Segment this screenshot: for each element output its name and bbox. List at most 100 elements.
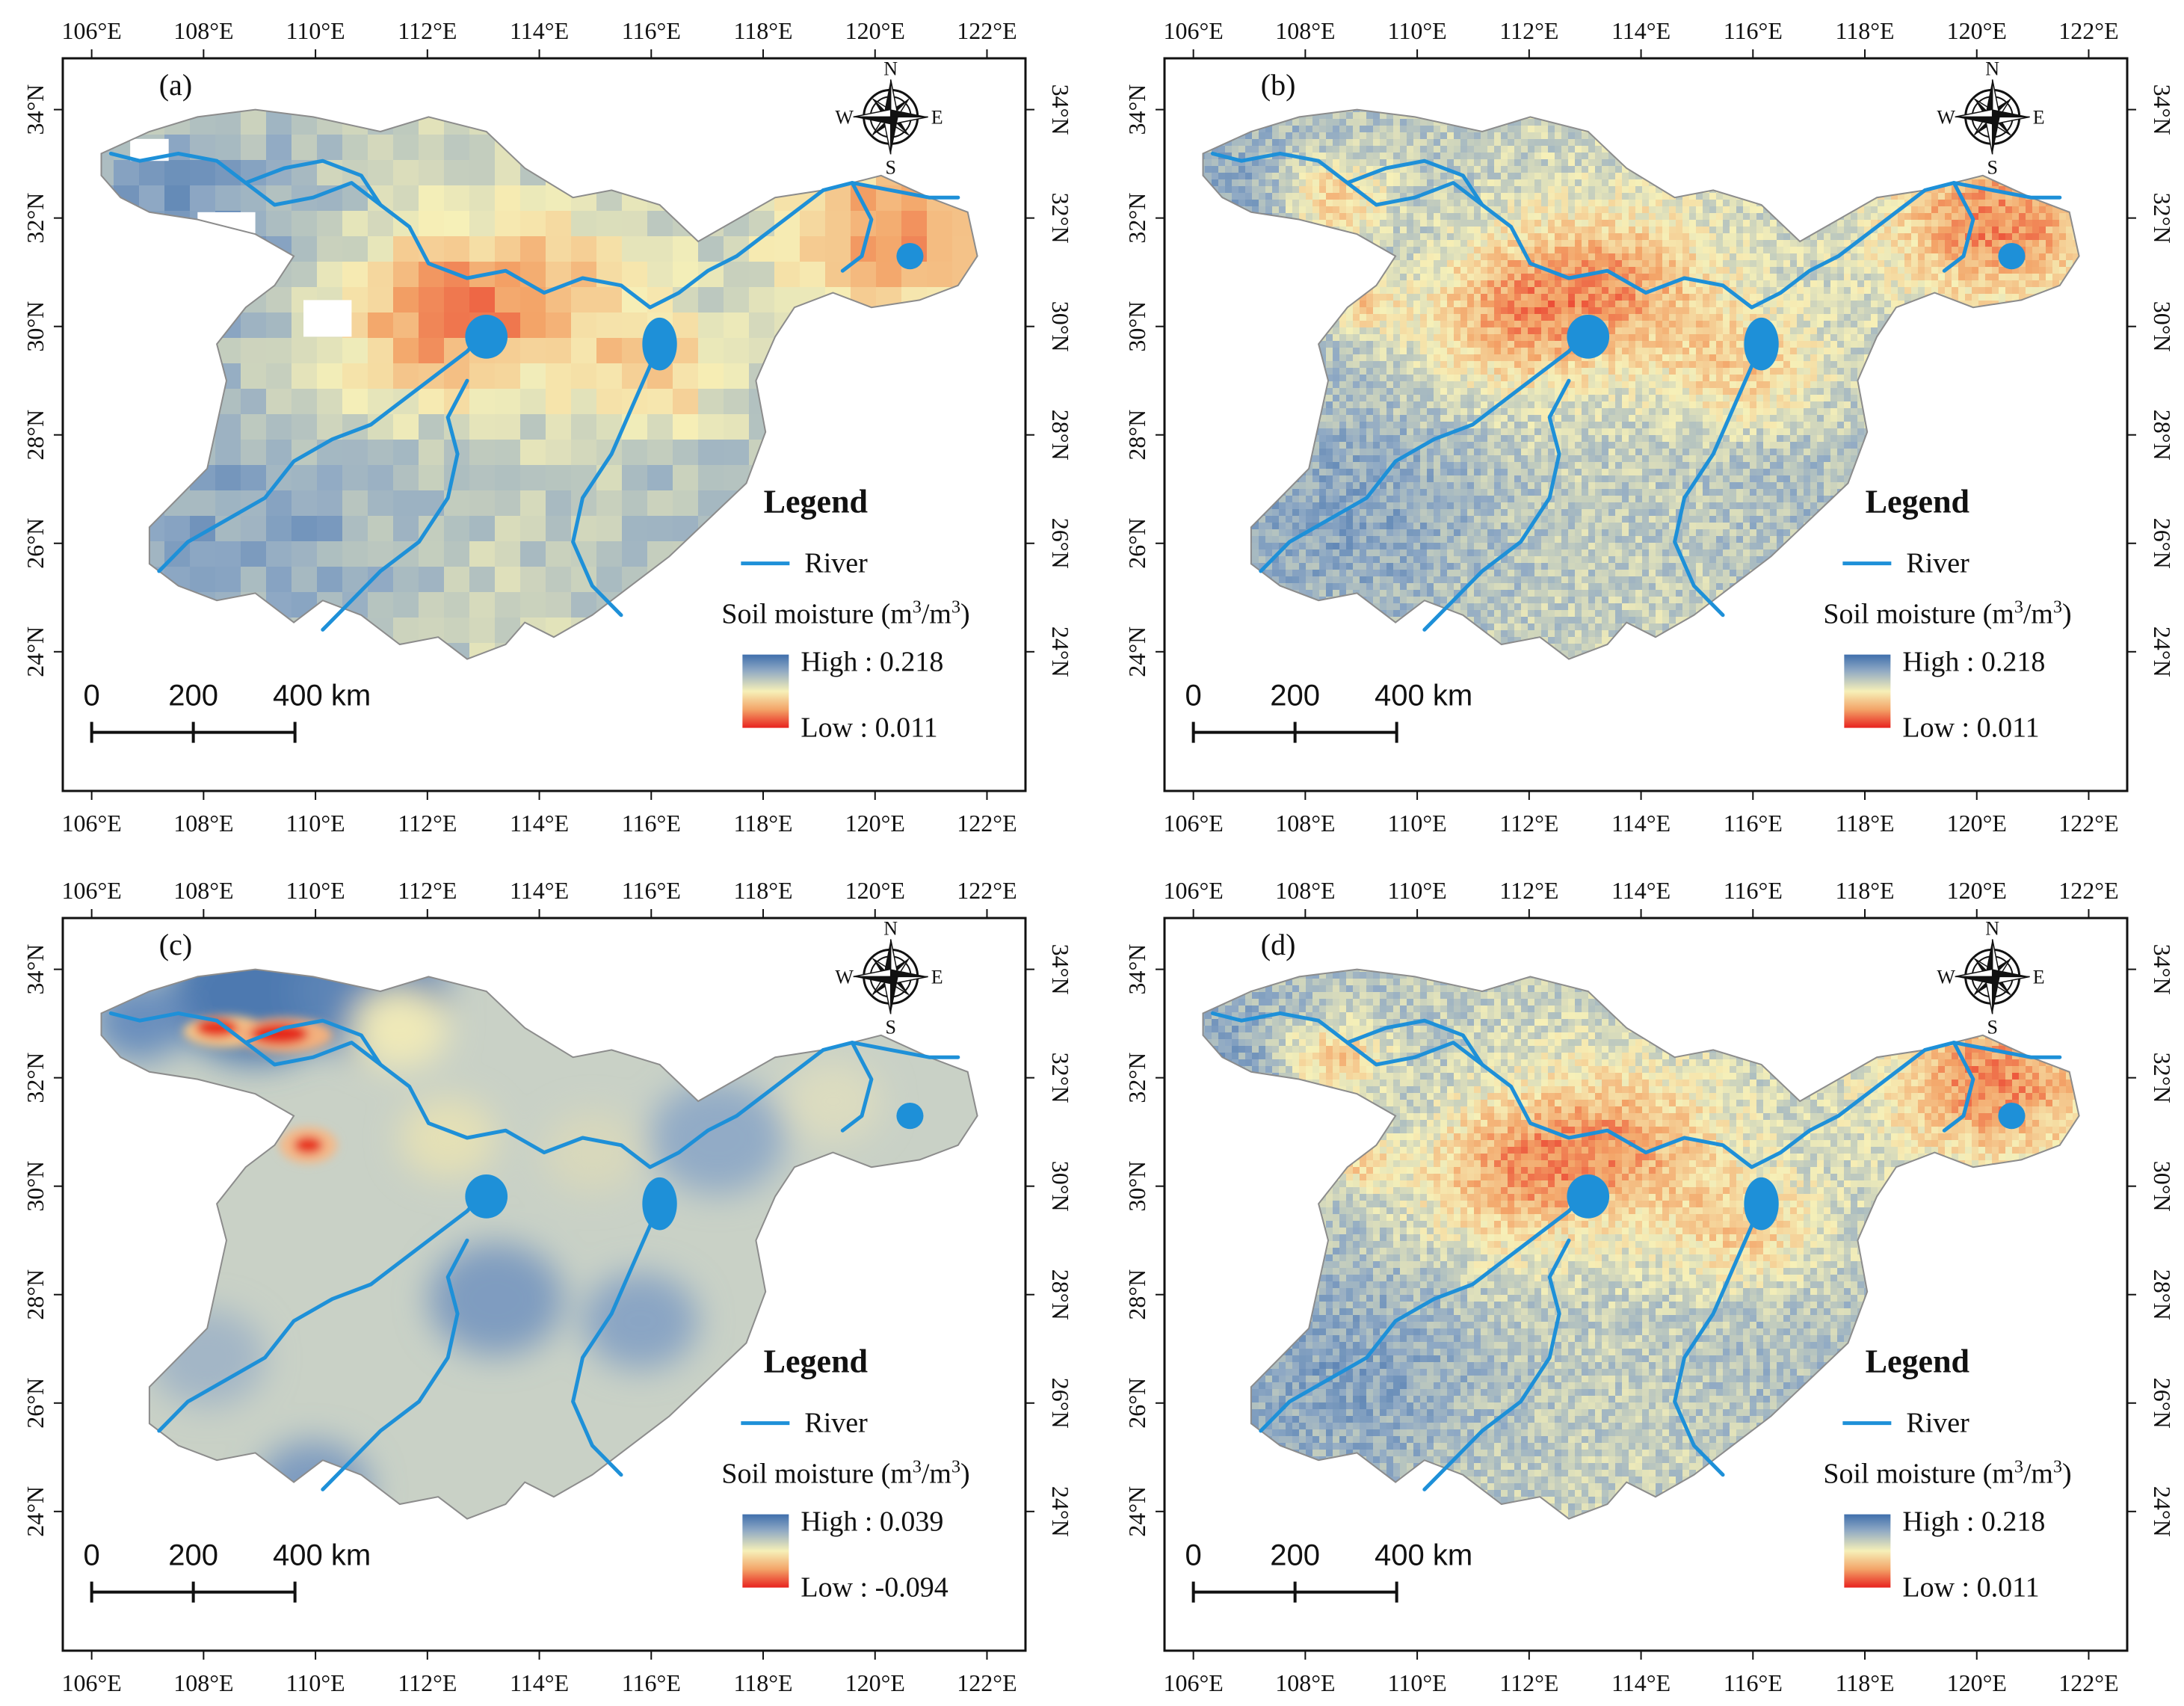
basin-boundary	[1202, 108, 2080, 660]
lat-label-right: 28°N	[1047, 1269, 1074, 1320]
lon-label-bottom: 108°E	[1275, 1669, 1335, 1696]
legend-color-ramp	[742, 654, 789, 728]
lon-label-top: 122°E	[2058, 17, 2118, 44]
lon-label-top: 106°E	[61, 877, 121, 904]
lon-label-top: 112°E	[1499, 877, 1558, 904]
lat-label-left: 34°N	[22, 84, 49, 135]
lon-label-bottom: 106°E	[1163, 1669, 1223, 1696]
scale-label: 400 km	[273, 1539, 371, 1572]
lon-label-bottom: 106°E	[1163, 810, 1223, 837]
river-network	[1210, 151, 2062, 632]
basin-boundary	[100, 108, 978, 660]
river-line	[1210, 1011, 2062, 1169]
legend-unit-part: )	[2062, 1459, 2072, 1490]
river-line	[321, 378, 469, 632]
lon-label-top: 110°E	[1388, 877, 1447, 904]
lon-label-top: 112°E	[398, 17, 457, 44]
lon-label-top: 114°E	[1611, 17, 1671, 44]
lon-label-top: 122°E	[957, 877, 1017, 904]
compass-w: W	[1937, 106, 1955, 128]
river-line	[157, 327, 489, 573]
legend-unit-part: )	[960, 1459, 970, 1490]
lon-label-top: 116°E	[622, 17, 681, 44]
lat-label-right: 28°N	[2149, 410, 2176, 461]
lon-label-top: 108°E	[173, 17, 233, 44]
lat-label-right: 34°N	[2149, 944, 2176, 995]
scale-label: 400 km	[1375, 1539, 1472, 1572]
lat-label-left: 28°N	[22, 410, 49, 461]
lon-label-bottom: 122°E	[957, 1669, 1017, 1696]
lat-label-left: 24°N	[1123, 1486, 1150, 1537]
legend-low: Low : 0.011	[801, 712, 937, 744]
lon-label-top: 106°E	[1163, 877, 1223, 904]
compass-s: S	[885, 1016, 895, 1038]
lon-label-top: 110°E	[286, 17, 345, 44]
lat-label-right: 26°N	[1047, 518, 1074, 569]
river-line	[321, 1238, 469, 1491]
lon-label-bottom: 108°E	[1275, 810, 1335, 837]
lat-label-right: 30°N	[2149, 301, 2176, 352]
compass-e: E	[2033, 106, 2045, 128]
compass-s: S	[885, 156, 895, 178]
lat-label-right: 24°N	[1047, 626, 1074, 677]
legend-low: Low : 0.011	[1902, 1572, 2039, 1604]
lon-label-top: 108°E	[173, 877, 233, 904]
lon-label-bottom: 114°E	[1611, 810, 1671, 837]
river-line	[1673, 1187, 1764, 1477]
panel-label: (a)	[159, 68, 192, 102]
lon-label-top: 106°E	[1163, 17, 1223, 44]
lon-label-bottom: 114°E	[510, 810, 569, 837]
river-line	[571, 1187, 662, 1477]
lat-label-right: 32°N	[1047, 1053, 1074, 1103]
lon-label-bottom: 106°E	[61, 810, 121, 837]
legend-variable: Soil moisture (m3/m3)	[1823, 598, 2071, 630]
lake	[1567, 1174, 1610, 1219]
graticule-labels: 106°E 106°E 108°E 108°E 110°E 110°E 112°E 112°E…	[22, 877, 1074, 1696]
lon-label-bottom: 116°E	[622, 810, 681, 837]
legend-unit-part: 3	[2014, 1458, 2023, 1477]
river-line	[1345, 1041, 1484, 1067]
lon-label-bottom: 120°E	[845, 810, 905, 837]
lon-label-top: 116°E	[1724, 17, 1783, 44]
lat-label-right: 32°N	[1047, 193, 1074, 244]
north-arrow-compass-icon	[853, 939, 928, 1014]
lat-label-left: 28°N	[22, 1269, 49, 1320]
lon-label-top: 106°E	[61, 17, 121, 44]
lat-label-right: 26°N	[1047, 1378, 1074, 1429]
lon-label-bottom: 116°E	[1724, 1669, 1783, 1696]
legend-color-ramp	[1844, 654, 1891, 728]
compass-w: W	[835, 966, 854, 988]
compass-e: E	[2033, 966, 2045, 988]
legend-title: Legend	[1866, 484, 1969, 520]
legend-high: High : 0.218	[1902, 1506, 2045, 1538]
lat-label-left: 28°N	[1123, 1269, 1150, 1320]
legend-variable: Soil moisture (m3/m3)	[1823, 1458, 2071, 1490]
scale-label: 400 km	[1375, 680, 1472, 712]
scale-label: 200	[1270, 1539, 1320, 1572]
legend-color-ramp	[742, 1514, 789, 1588]
legend-unit-part: Soil moisture (m	[1823, 599, 2014, 630]
river-line	[1422, 378, 1571, 632]
lon-label-bottom: 110°E	[286, 810, 345, 837]
legend-unit-part: 3	[913, 598, 922, 618]
legend-river-label: River	[1906, 1408, 1969, 1439]
river-line	[244, 181, 383, 207]
scale-label: 200	[1270, 680, 1320, 712]
lon-label-bottom: 110°E	[1388, 1669, 1447, 1696]
panel-label: (c)	[159, 928, 192, 961]
legend-low: Low : 0.011	[1902, 712, 2039, 744]
lon-label-bottom: 122°E	[2058, 810, 2118, 837]
lon-label-top: 120°E	[1947, 877, 2007, 904]
graticule-labels: 106°E 106°E 108°E 108°E 110°E 110°E 112°E 112°E…	[22, 17, 1074, 837]
lon-label-top: 118°E	[733, 17, 792, 44]
compass-n: N	[883, 58, 898, 79]
lon-label-top: 120°E	[845, 17, 905, 44]
river-line	[1422, 1238, 1571, 1491]
lat-label-left: 26°N	[1123, 1378, 1150, 1429]
lon-label-bottom: 122°E	[957, 810, 1017, 837]
lon-label-bottom: 106°E	[61, 1669, 121, 1696]
lon-label-top: 114°E	[1611, 877, 1671, 904]
